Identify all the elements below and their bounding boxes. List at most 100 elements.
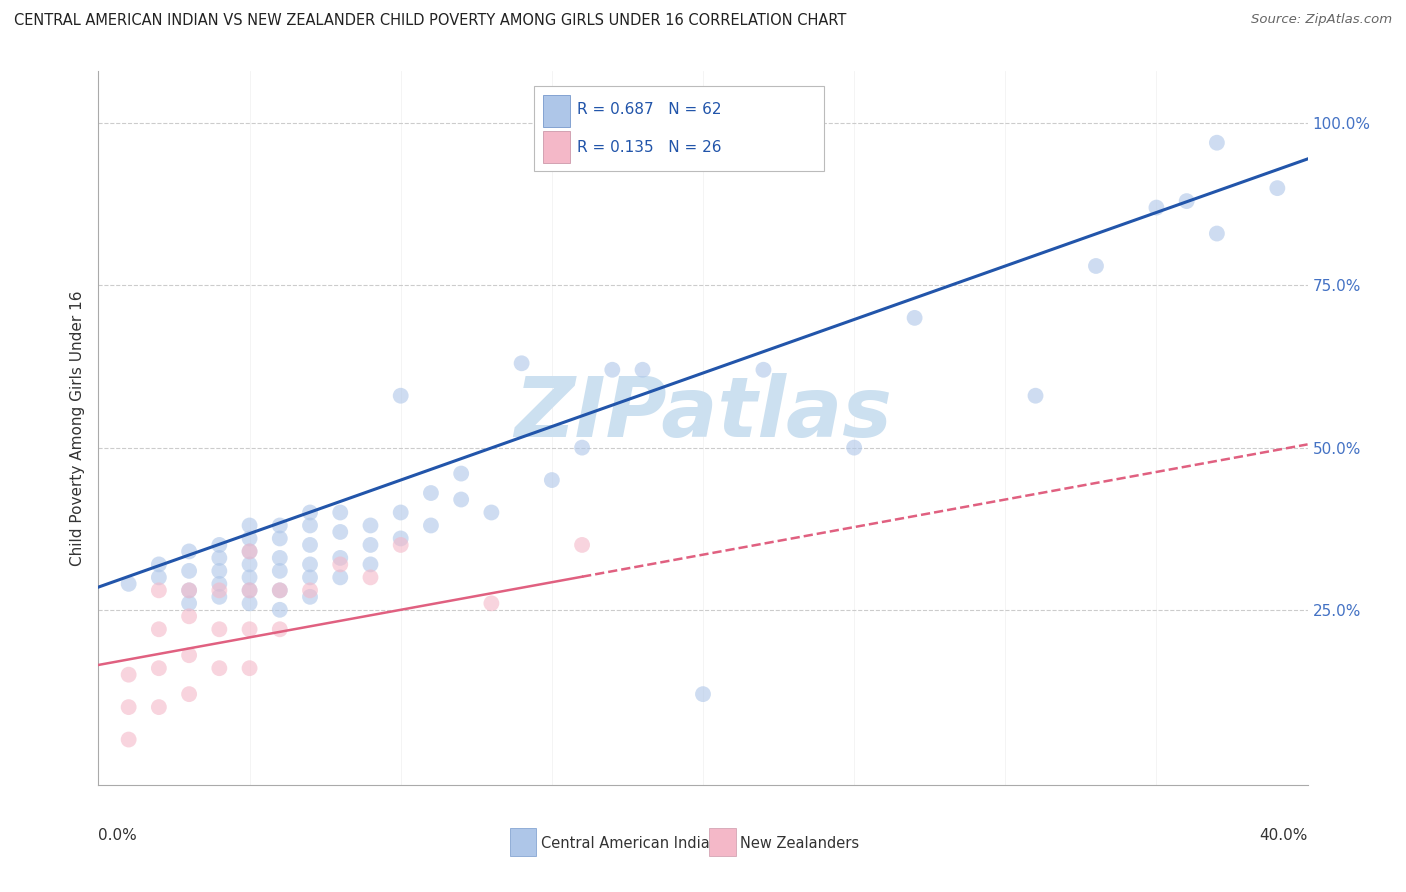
Point bbox=[239, 544, 262, 558]
Text: 40.0%: 40.0% bbox=[1260, 828, 1308, 843]
Point bbox=[179, 648, 201, 663]
FancyBboxPatch shape bbox=[543, 95, 569, 127]
Point bbox=[752, 363, 775, 377]
Point bbox=[360, 538, 382, 552]
Point bbox=[299, 590, 322, 604]
Point bbox=[179, 544, 201, 558]
Point bbox=[299, 506, 322, 520]
Point bbox=[118, 577, 141, 591]
Text: Central American Indians: Central American Indians bbox=[541, 836, 727, 851]
Text: New Zealanders: New Zealanders bbox=[741, 836, 859, 851]
Point bbox=[329, 558, 352, 572]
Point bbox=[1206, 227, 1229, 241]
Text: R = 0.135   N = 26: R = 0.135 N = 26 bbox=[578, 140, 721, 155]
Point bbox=[208, 590, 231, 604]
Point bbox=[118, 667, 141, 681]
Point bbox=[239, 544, 262, 558]
Point bbox=[148, 583, 170, 598]
Point bbox=[299, 518, 322, 533]
Point bbox=[571, 538, 593, 552]
Point bbox=[208, 577, 231, 591]
Point bbox=[844, 441, 866, 455]
Point bbox=[329, 550, 352, 565]
Text: 0.0%: 0.0% bbox=[98, 828, 138, 843]
Point bbox=[179, 596, 201, 610]
Y-axis label: Child Poverty Among Girls Under 16: Child Poverty Among Girls Under 16 bbox=[69, 291, 84, 566]
Point bbox=[481, 506, 503, 520]
Point bbox=[239, 583, 262, 598]
Point bbox=[269, 622, 291, 636]
Point bbox=[1267, 181, 1289, 195]
Point bbox=[179, 583, 201, 598]
Point bbox=[148, 622, 170, 636]
Point bbox=[269, 532, 291, 546]
Point bbox=[148, 700, 170, 714]
Point bbox=[239, 558, 262, 572]
Point bbox=[148, 558, 170, 572]
FancyBboxPatch shape bbox=[534, 86, 824, 171]
Text: CENTRAL AMERICAN INDIAN VS NEW ZEALANDER CHILD POVERTY AMONG GIRLS UNDER 16 CORR: CENTRAL AMERICAN INDIAN VS NEW ZEALANDER… bbox=[14, 13, 846, 29]
Point bbox=[179, 687, 201, 701]
Point bbox=[239, 622, 262, 636]
Point bbox=[540, 473, 562, 487]
Point bbox=[1206, 136, 1229, 150]
Point bbox=[602, 363, 624, 377]
Point bbox=[1024, 389, 1046, 403]
Point bbox=[269, 583, 291, 598]
Point bbox=[904, 310, 927, 325]
Point bbox=[239, 596, 262, 610]
Point bbox=[208, 583, 231, 598]
Point bbox=[148, 661, 170, 675]
Point bbox=[208, 564, 231, 578]
Point bbox=[360, 558, 382, 572]
Point bbox=[118, 700, 141, 714]
Point bbox=[692, 687, 714, 701]
Point bbox=[389, 532, 412, 546]
Point bbox=[299, 570, 322, 584]
Point bbox=[389, 389, 412, 403]
Point bbox=[329, 570, 352, 584]
Point bbox=[269, 603, 291, 617]
Point bbox=[269, 583, 291, 598]
Point bbox=[1085, 259, 1108, 273]
Point bbox=[631, 363, 654, 377]
Point bbox=[299, 558, 322, 572]
Point bbox=[450, 467, 472, 481]
Point bbox=[360, 570, 382, 584]
Point bbox=[420, 486, 443, 500]
Point bbox=[239, 532, 262, 546]
Text: Source: ZipAtlas.com: Source: ZipAtlas.com bbox=[1251, 13, 1392, 27]
FancyBboxPatch shape bbox=[509, 828, 536, 856]
Point bbox=[179, 583, 201, 598]
Point bbox=[329, 506, 352, 520]
Text: ZIPatlas: ZIPatlas bbox=[515, 374, 891, 454]
Point bbox=[450, 492, 472, 507]
Point bbox=[239, 570, 262, 584]
Point bbox=[179, 609, 201, 624]
Point bbox=[269, 564, 291, 578]
Point bbox=[1144, 201, 1167, 215]
Point bbox=[208, 550, 231, 565]
Point bbox=[239, 661, 262, 675]
Text: R = 0.687   N = 62: R = 0.687 N = 62 bbox=[578, 103, 721, 118]
Point bbox=[208, 538, 231, 552]
Point bbox=[269, 550, 291, 565]
Point bbox=[269, 518, 291, 533]
Point bbox=[389, 506, 412, 520]
Point bbox=[208, 661, 231, 675]
Point bbox=[510, 356, 533, 370]
Point bbox=[360, 518, 382, 533]
Point bbox=[481, 596, 503, 610]
Point bbox=[299, 583, 322, 598]
Point bbox=[420, 518, 443, 533]
Point bbox=[148, 570, 170, 584]
Point bbox=[239, 583, 262, 598]
FancyBboxPatch shape bbox=[709, 828, 735, 856]
Point bbox=[1175, 194, 1198, 208]
Point bbox=[118, 732, 141, 747]
FancyBboxPatch shape bbox=[543, 130, 569, 162]
Point bbox=[329, 524, 352, 539]
Point bbox=[179, 564, 201, 578]
Point bbox=[208, 622, 231, 636]
Point bbox=[389, 538, 412, 552]
